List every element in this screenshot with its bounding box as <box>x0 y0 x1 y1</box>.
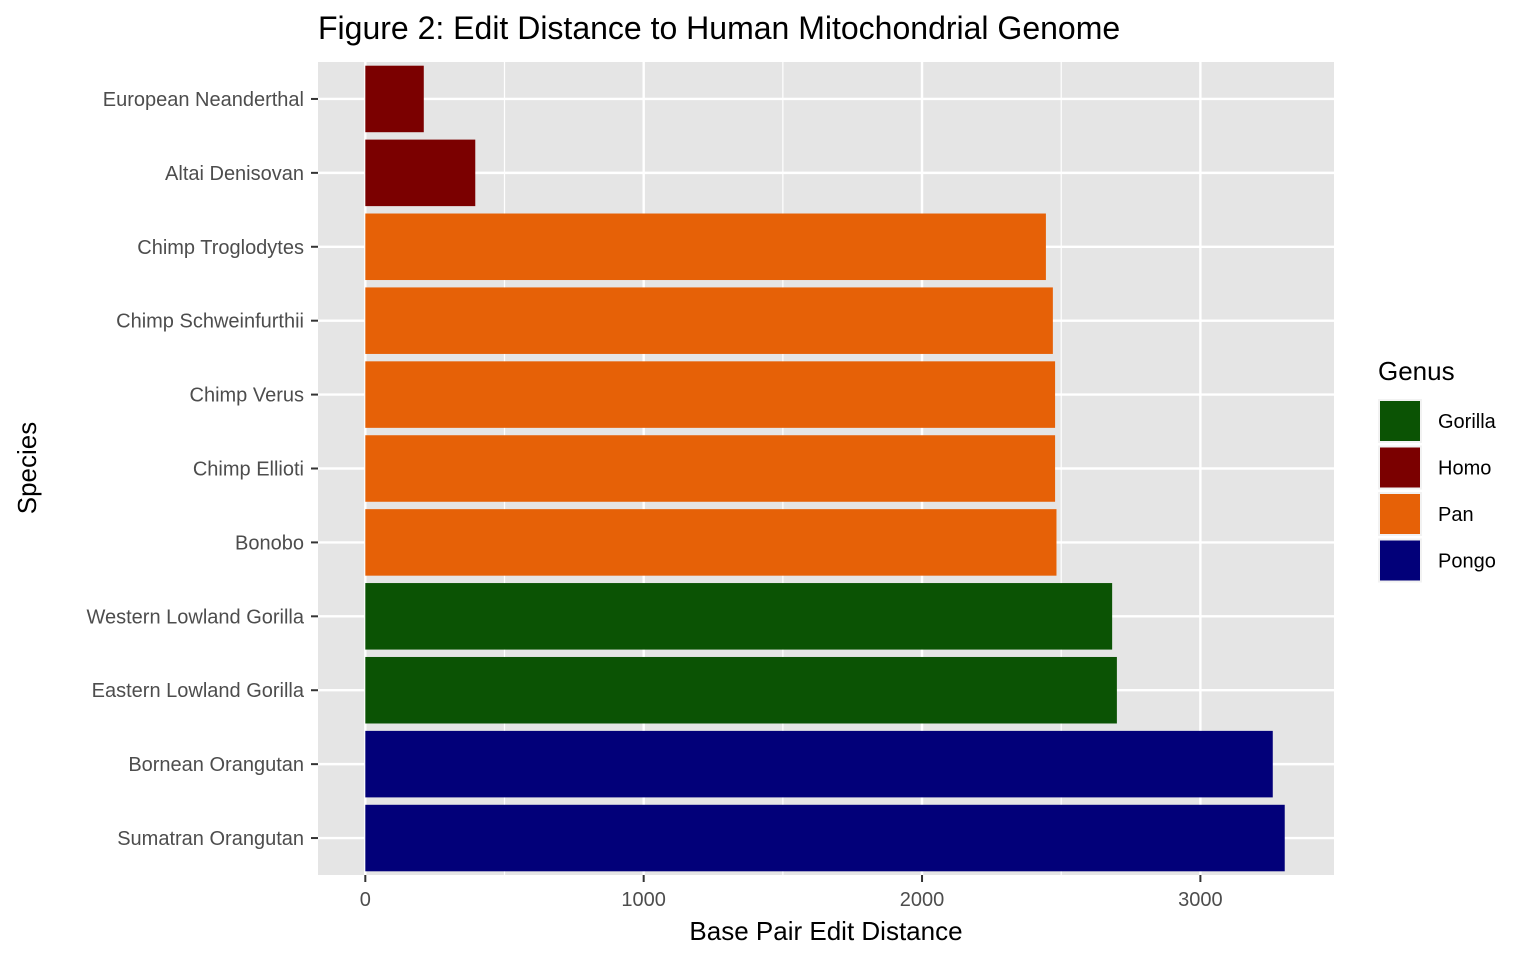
legend-title: Genus <box>1378 356 1455 386</box>
x-tick-label: 0 <box>360 889 371 911</box>
legend-swatch-homo <box>1380 447 1420 488</box>
y-tick-label: Sumatran Orangutan <box>117 828 304 850</box>
y-tick-label: Eastern Lowland Gorilla <box>92 680 305 702</box>
legend-swatch-pan <box>1380 494 1420 534</box>
legend-label-pongo: Pongo <box>1438 551 1496 573</box>
y-tick-label: Chimp Schweinfurthii <box>116 311 304 333</box>
bar-sumatran-orangutan <box>365 804 1285 872</box>
x-axis: 0 1000 2000 3000 <box>360 875 1223 911</box>
y-tick-label: European Neanderthal <box>103 89 304 111</box>
legend-swatch-gorilla <box>1380 401 1420 441</box>
bar-chimp-ellioti <box>365 435 1056 502</box>
y-tick-label: Altai Denisovan <box>165 163 304 185</box>
y-tick-label: Chimp Troglodytes <box>137 237 304 259</box>
bar-chimp-troglodytes <box>365 213 1046 281</box>
x-tick-label: 3000 <box>1178 889 1223 911</box>
y-tick-label: Western Lowland Gorilla <box>86 606 304 628</box>
y-tick-label: Bornean Orangutan <box>128 754 304 776</box>
y-axis-title: Species <box>12 422 42 515</box>
x-axis-title: Base Pair Edit Distance <box>689 916 962 946</box>
bar-european-neanderthal <box>365 65 424 133</box>
bars <box>365 65 1285 872</box>
y-tick-label: Bonobo <box>235 532 304 554</box>
x-tick-label: 2000 <box>900 889 945 911</box>
bar-bonobo <box>365 509 1057 576</box>
bar-bornean-orangutan <box>365 730 1273 798</box>
y-tick-label: Chimp Ellioti <box>193 459 304 481</box>
bar-western-lowland-gorilla <box>365 583 1113 650</box>
chart-title: Figure 2: Edit Distance to Human Mitocho… <box>318 10 1120 46</box>
legend-label-pan: Pan <box>1438 504 1474 526</box>
bar-altai-denisovan <box>365 139 476 207</box>
legend: Genus Gorilla Homo Pan Pongo <box>1378 356 1497 583</box>
bar-chimp-schweinfurthii <box>365 287 1053 354</box>
legend-swatch-pongo <box>1380 540 1420 581</box>
legend-label-homo: Homo <box>1438 458 1491 480</box>
y-axis: European Neanderthal Altai Denisovan Chimp… <box>86 89 318 850</box>
bar-eastern-lowland-gorilla <box>365 656 1117 724</box>
y-tick-label: Chimp Verus <box>190 385 305 407</box>
legend-label-gorilla: Gorilla <box>1438 411 1497 433</box>
x-tick-label: 1000 <box>621 889 666 911</box>
bar-chimp-verus <box>365 361 1056 428</box>
